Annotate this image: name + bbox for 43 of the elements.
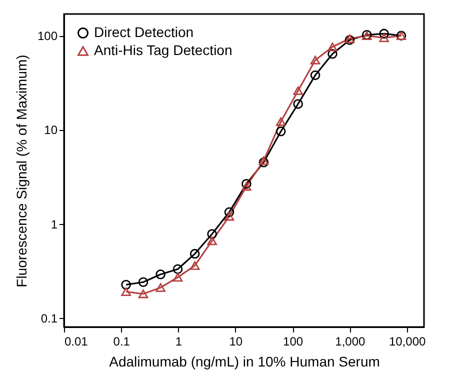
y-tick-label: 1 <box>50 217 58 232</box>
legend-label: Anti-His Tag Detection <box>94 42 232 58</box>
point <box>328 49 338 59</box>
point <box>224 207 234 218</box>
point <box>258 156 269 165</box>
y-tick-label: 0.1 <box>40 311 58 326</box>
point <box>293 99 303 109</box>
point <box>172 272 183 282</box>
point <box>328 42 338 52</box>
point <box>138 290 148 298</box>
x-axis-title: Adalimumab (ng/mL) in 10% Human Serum <box>109 354 380 370</box>
point <box>121 287 131 296</box>
point <box>207 236 217 246</box>
point <box>258 157 269 168</box>
point <box>242 178 252 189</box>
x-tick-label: 1 <box>175 334 182 348</box>
point <box>310 56 320 64</box>
point <box>121 280 131 290</box>
point <box>156 270 166 280</box>
point <box>156 283 166 292</box>
y-tick-label: 100 <box>37 29 58 44</box>
legend-label: Direct Detection <box>94 24 194 40</box>
x-tick-label: 0.01 <box>64 334 88 348</box>
point <box>310 70 320 80</box>
point <box>379 33 389 42</box>
point <box>138 277 148 287</box>
point <box>293 86 303 96</box>
y-axis-title: Fluorescence Signal (% of Maximum) <box>13 54 30 288</box>
point <box>224 212 234 221</box>
point <box>207 229 217 239</box>
point <box>276 126 286 136</box>
x-tick-label: 10 <box>229 334 243 348</box>
point <box>190 261 200 270</box>
point <box>172 264 183 274</box>
x-tick-label: 1,000 <box>335 334 366 348</box>
x-tick-label: 10,000 <box>388 334 426 348</box>
point <box>242 182 252 191</box>
y-tick-label: 10 <box>44 123 58 138</box>
point <box>190 248 200 259</box>
point <box>379 28 389 39</box>
x-tick-label: 0.1 <box>113 334 130 348</box>
x-tick-label: 100 <box>283 334 304 348</box>
point <box>276 117 286 126</box>
